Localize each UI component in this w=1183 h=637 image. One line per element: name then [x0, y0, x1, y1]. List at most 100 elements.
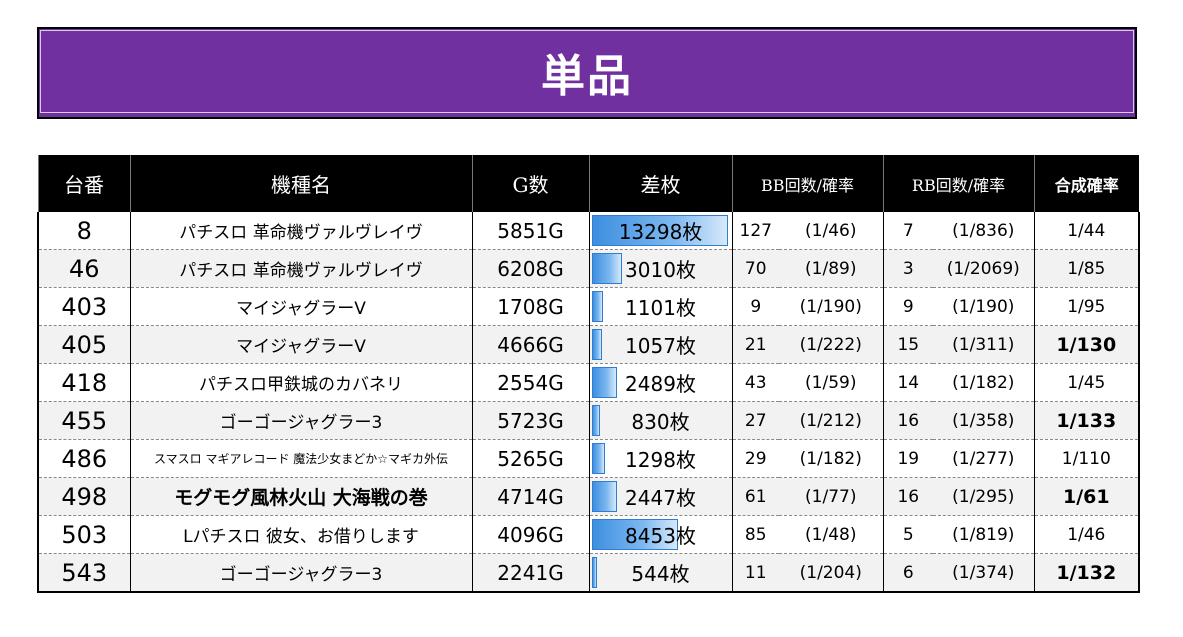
- table-row: 46 パチスロ 革命機ヴァルヴレイヴ 6208G 3010枚 70 (1/89) 3 (1/2…: [37, 249, 1141, 288]
- game-count: 2554G: [471, 363, 589, 402]
- header-row: 台番 機種名 G数 差枚 BB回数/確率 RB回数/確率 合成確率: [37, 155, 1140, 212]
- diff-value: 2447枚: [625, 486, 696, 510]
- table-row: 498 モグモグ風林火山 大海戦の巻 4714G 2447枚 61 (1/77) 16 (1/…: [37, 477, 1141, 516]
- diff-value: 1298枚: [625, 448, 696, 472]
- rb-probability: (1/2069): [933, 249, 1035, 288]
- game-count: 6208G: [471, 249, 589, 288]
- machine-name: マイジャグラーV: [129, 325, 472, 364]
- diff-bar: [591, 405, 600, 436]
- rb-count: 7: [882, 212, 934, 250]
- diff-bar-track: [591, 291, 728, 322]
- machine-name: Lパチスロ 彼女、お借りします: [129, 515, 472, 554]
- rb-count: 9: [882, 287, 934, 326]
- machine-name: ゴーゴージャグラー3: [129, 553, 472, 593]
- machine-name: パチスロ甲鉄城のカバネリ: [129, 363, 472, 402]
- bb-count: 27: [731, 401, 779, 440]
- machine-number: 8: [37, 212, 130, 250]
- machine-number: 455: [37, 401, 130, 440]
- bb-count: 21: [731, 325, 779, 364]
- table-row: 455 ゴーゴージャグラー3 5723G 830枚 27 (1/212) 16 (1/358)…: [37, 401, 1141, 440]
- diff-bar-track: [591, 215, 728, 246]
- diff-bar: [591, 443, 605, 474]
- diff-bar-track: [591, 367, 728, 398]
- rb-probability: (1/836): [933, 212, 1035, 250]
- diff-value: 8453枚: [625, 524, 696, 548]
- header-total: 合成確率: [1033, 155, 1140, 212]
- bb-probability: (1/190): [779, 287, 884, 326]
- diff-value: 1101枚: [625, 296, 696, 320]
- diff-cell: 8453枚: [588, 515, 732, 554]
- game-count: 5723G: [471, 401, 589, 440]
- combined-probability: 1/132: [1033, 553, 1141, 593]
- table-row: 403 マイジャグラーV 1708G 1101枚 9 (1/190) 9 (1/190) 1/9…: [37, 287, 1141, 326]
- machine-name: モグモグ風林火山 大海戦の巻: [129, 477, 472, 516]
- header-no: 台番: [37, 155, 130, 212]
- results-table: 台番 機種名 G数 差枚 BB回数/確率 RB回数/確率 合成確率 8 パチスロ …: [37, 155, 1141, 593]
- table-row: 405 マイジャグラーV 4666G 1057枚 21 (1/222) 15 (1/311) 1…: [37, 325, 1141, 364]
- machine-number: 498: [37, 477, 130, 516]
- machine-name: マイジャグラーV: [129, 287, 472, 326]
- combined-probability: 1/95: [1033, 287, 1141, 326]
- rb-probability: (1/374): [933, 553, 1035, 593]
- rb-count: 6: [882, 553, 934, 593]
- combined-probability: 1/110: [1033, 439, 1141, 478]
- diff-cell: 544枚: [588, 553, 732, 593]
- diff-bar-track: [591, 557, 728, 588]
- diff-value: 3010枚: [625, 258, 696, 282]
- diff-bar-track: [591, 481, 728, 512]
- bb-probability: (1/77): [779, 477, 884, 516]
- diff-bar-track: [591, 253, 728, 284]
- bb-count: 43: [731, 363, 779, 402]
- combined-probability: 1/45: [1033, 363, 1141, 402]
- bb-count: 9: [731, 287, 779, 326]
- diff-value: 544枚: [631, 562, 690, 586]
- combined-probability: 1/85: [1033, 249, 1141, 288]
- header-name: 機種名: [129, 155, 472, 212]
- bb-probability: (1/89): [779, 249, 884, 288]
- title-banner-inner: 単品: [40, 30, 1134, 113]
- rb-probability: (1/311): [933, 325, 1035, 364]
- game-count: 1708G: [471, 287, 589, 326]
- rb-count: 16: [882, 401, 934, 440]
- diff-cell: 830枚: [588, 401, 732, 440]
- rb-probability: (1/190): [933, 287, 1035, 326]
- rb-probability: (1/182): [933, 363, 1035, 402]
- rb-probability: (1/358): [933, 401, 1035, 440]
- game-count: 2241G: [471, 553, 589, 593]
- combined-probability: 1/133: [1033, 401, 1141, 440]
- machine-number: 503: [37, 515, 130, 554]
- diff-value: 1057枚: [625, 334, 696, 358]
- machine-name: スマスロ マギアレコード 魔法少女まどか☆マギカ外伝: [129, 439, 472, 478]
- bb-probability: (1/48): [779, 515, 884, 554]
- combined-probability: 1/46: [1033, 515, 1141, 554]
- diff-value: 830枚: [631, 410, 690, 434]
- bb-count: 70: [731, 249, 779, 288]
- machine-number: 543: [37, 553, 130, 593]
- machine-name: パチスロ 革命機ヴァルヴレイヴ: [129, 249, 472, 288]
- bb-count: 85: [731, 515, 779, 554]
- diff-cell: 2489枚: [588, 363, 732, 402]
- bb-probability: (1/204): [779, 553, 884, 593]
- machine-number: 418: [37, 363, 130, 402]
- table-row: 503 Lパチスロ 彼女、お借りします 4096G 8453枚 85 (1/48) 5 (1/…: [37, 515, 1141, 554]
- machine-number: 486: [37, 439, 130, 478]
- rb-count: 5: [882, 515, 934, 554]
- diff-bar: [591, 215, 728, 246]
- bb-probability: (1/46): [779, 212, 884, 250]
- diff-bar: [591, 557, 598, 588]
- game-count: 4666G: [471, 325, 589, 364]
- bb-probability: (1/212): [779, 401, 884, 440]
- diff-cell: 1101枚: [588, 287, 732, 326]
- machine-number: 46: [37, 249, 130, 288]
- game-count: 4096G: [471, 515, 589, 554]
- bb-probability: (1/222): [779, 325, 884, 364]
- diff-bar-track: [591, 329, 728, 360]
- rb-count: 14: [882, 363, 934, 402]
- table-row: 543 ゴーゴージャグラー3 2241G 544枚 11 (1/204) 6 (1/374) 1…: [37, 553, 1141, 593]
- diff-bar: [591, 253, 623, 284]
- header-bb: BB回数/確率: [731, 155, 884, 212]
- combined-probability: 1/61: [1033, 477, 1141, 516]
- diff-cell: 3010枚: [588, 249, 732, 288]
- rb-count: 19: [882, 439, 934, 478]
- rb-count: 16: [882, 477, 934, 516]
